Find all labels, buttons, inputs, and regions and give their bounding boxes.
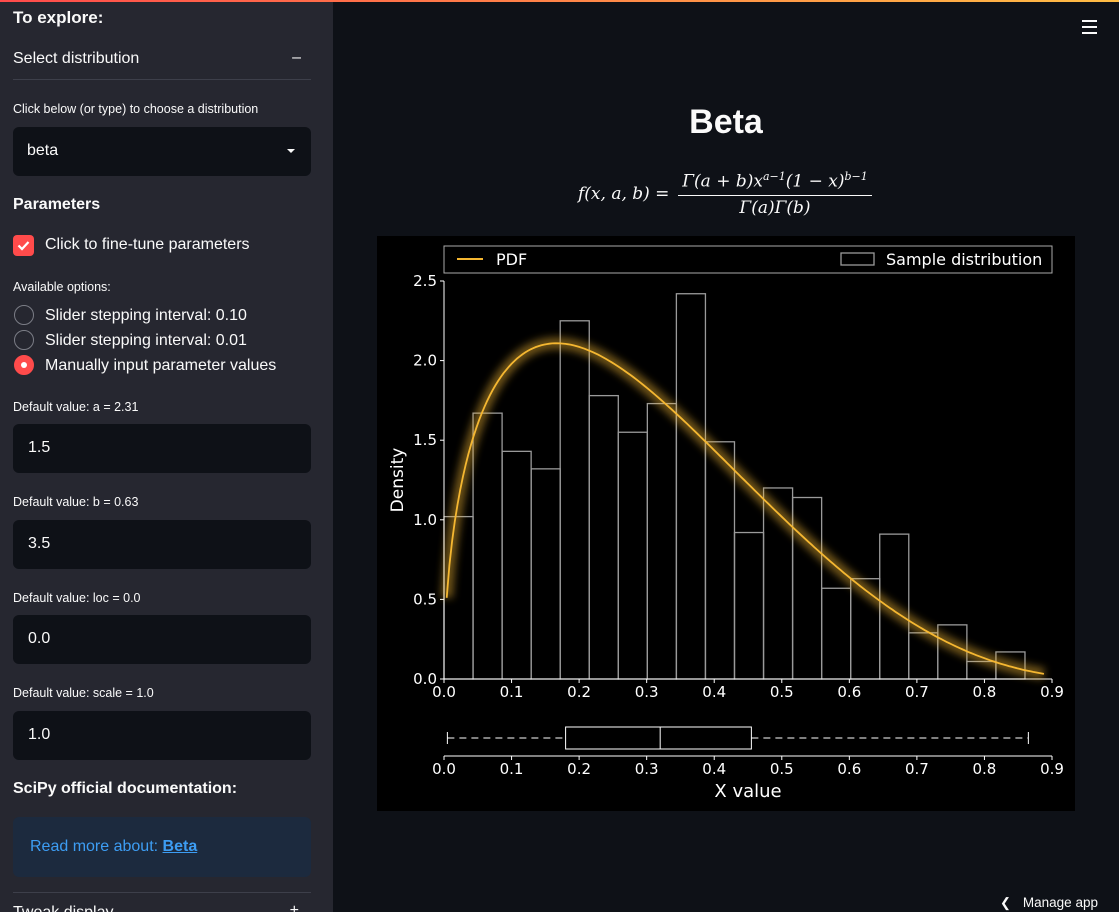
manage-app-button[interactable]: ❮ Manage app xyxy=(1000,895,1098,911)
param-a-input[interactable]: 1.5 xyxy=(13,424,311,473)
checkmark-icon xyxy=(17,241,30,251)
top-accent-bar xyxy=(0,0,1119,2)
param-loc-label: Default value: loc = 0.0 xyxy=(13,591,141,605)
x-tick-label: 0.0 xyxy=(432,683,456,701)
y-tick-label: 1.0 xyxy=(413,511,437,529)
select-distribution-expander[interactable]: Select distribution – xyxy=(13,40,311,80)
param-loc-value: 0.0 xyxy=(28,630,51,647)
y-tick-label: 0.0 xyxy=(413,670,437,688)
histogram-bar xyxy=(617,431,648,680)
histogram-bar xyxy=(820,587,852,680)
param-b-value: 3.5 xyxy=(28,535,51,552)
sidebar: To explore: Select distribution – Click … xyxy=(0,0,333,912)
y-tick-label: 2.0 xyxy=(413,352,437,370)
param-scale-value: 1.0 xyxy=(28,726,51,743)
x-tick-label: 0.8 xyxy=(973,683,997,701)
docs-prefix: Read more about: xyxy=(30,838,163,855)
histogram-bar xyxy=(704,441,736,680)
expander-label: Select distribution xyxy=(13,50,140,67)
histogram-bar xyxy=(472,412,503,680)
collapse-icon[interactable]: – xyxy=(292,49,301,66)
formula-denominator: Γ(a)Γ(b) xyxy=(739,197,811,218)
legend-hist-swatch xyxy=(840,252,875,266)
formula-lhs: f(x, a, b) = xyxy=(578,184,670,204)
caret-down-icon[interactable] xyxy=(287,149,295,153)
box-x-tick-label: 0.7 xyxy=(905,760,929,778)
param-scale-label: Default value: scale = 1.0 xyxy=(13,686,154,700)
x-tick-label: 0.6 xyxy=(837,683,861,701)
param-a-value: 1.5 xyxy=(28,439,51,456)
y-tick-label: 2.5 xyxy=(413,272,437,290)
box-x-tick-label: 0.0 xyxy=(432,760,456,778)
distribution-chart: 0.0 0.5 1.0 1.5 2.0 2.5 0.0 0.1 0.2 0.3 0.4 0.5 0.6 0… xyxy=(377,236,1075,811)
docs-info-box: Read more about: Beta xyxy=(13,817,311,877)
legend-box xyxy=(443,245,1053,274)
chevron-left-icon: ❮ xyxy=(1000,895,1011,910)
box-x-tick-label: 0.9 xyxy=(1040,760,1064,778)
chart-svg: 0.0 0.5 1.0 1.5 2.0 2.5 0.0 0.1 0.2 0.3 0.4 0.5 0.6 0… xyxy=(388,245,1064,802)
radio-label: Slider stepping interval: 0.10 xyxy=(45,307,247,324)
histogram-bar xyxy=(530,468,561,680)
x-axis-label: X value xyxy=(714,781,781,802)
x-tick-label: 0.1 xyxy=(500,683,524,701)
docs-link[interactable]: Beta xyxy=(162,838,198,855)
sidebar-heading: To explore: xyxy=(13,8,104,27)
formula-numerator: Γ(a + b)xa−1(1 − x)b−1 xyxy=(682,170,868,192)
box-x-tick-label: 0.5 xyxy=(770,760,794,778)
box-x-tick-label: 0.2 xyxy=(567,760,591,778)
y-tick-label: 1.5 xyxy=(413,431,437,449)
param-b-label: Default value: b = 0.63 xyxy=(13,495,139,509)
param-a-label: Default value: a = 2.31 xyxy=(13,400,139,414)
radio-label: Slider stepping interval: 0.01 xyxy=(45,332,247,349)
histogram-bar xyxy=(501,450,532,680)
radio-button[interactable] xyxy=(14,330,34,350)
x-tick-label: 0.2 xyxy=(567,683,591,701)
hamburger-menu-icon[interactable] xyxy=(1082,20,1098,34)
parameters-heading: Parameters xyxy=(13,196,101,213)
param-scale-input[interactable]: 1.0 xyxy=(13,711,311,760)
box-x-tick-label: 0.8 xyxy=(973,760,997,778)
expand-icon[interactable]: + xyxy=(289,902,299,912)
radio-label: Manually input parameter values xyxy=(45,357,277,374)
docs-heading: SciPy official documentation: xyxy=(13,780,238,797)
docs-text: Read more about: Beta xyxy=(30,838,197,856)
x-tick-label: 0.4 xyxy=(702,683,726,701)
manage-app-label: Manage app xyxy=(1022,895,1098,910)
box-x-tick-label: 0.4 xyxy=(702,760,726,778)
box-iqr xyxy=(565,726,752,750)
box-x-tick-label: 0.3 xyxy=(635,760,659,778)
choose-distribution-label: Click below (or type) to choose a distri… xyxy=(13,102,259,116)
legend-pdf-label: PDF xyxy=(496,250,527,269)
radio-button[interactable] xyxy=(14,305,34,325)
param-b-input[interactable]: 3.5 xyxy=(13,520,311,569)
x-tick-label: 0.9 xyxy=(1040,683,1064,701)
histogram-bar xyxy=(559,320,590,680)
box-x-tick-label: 0.1 xyxy=(500,760,524,778)
formula-fraction: Γ(a + b)xa−1(1 − x)b−1 Γ(a)Γ(b) xyxy=(678,170,872,218)
box-x-tick-label: 0.6 xyxy=(837,760,861,778)
page-title: Beta xyxy=(689,103,763,141)
available-options-label: Available options: xyxy=(13,280,111,294)
param-loc-input[interactable]: 0.0 xyxy=(13,615,311,664)
pdf-line xyxy=(445,342,1045,675)
x-tick-label: 0.7 xyxy=(905,683,929,701)
y-tick-label: 0.5 xyxy=(413,590,437,608)
histogram-bar xyxy=(675,293,707,680)
legend-hist-label: Sample distribution xyxy=(886,250,1042,269)
histogram-bar xyxy=(588,394,619,680)
x-tick-label: 0.3 xyxy=(635,683,659,701)
histogram-bar xyxy=(646,402,678,680)
y-axis-label: Density xyxy=(388,448,408,513)
finetune-checkbox[interactable] xyxy=(13,235,34,256)
tweak-display-expander[interactable]: Tweak display + xyxy=(13,892,311,912)
x-tick-label: 0.5 xyxy=(770,683,794,701)
distribution-select[interactable]: beta xyxy=(13,127,311,176)
fraction-bar xyxy=(678,194,872,196)
histogram-bar xyxy=(733,531,765,680)
finetune-checkbox-label: Click to fine-tune parameters xyxy=(45,236,250,253)
distribution-select-value: beta xyxy=(27,142,59,159)
radio-button-selected[interactable] xyxy=(14,355,34,375)
tweak-display-label: Tweak display xyxy=(13,904,114,912)
